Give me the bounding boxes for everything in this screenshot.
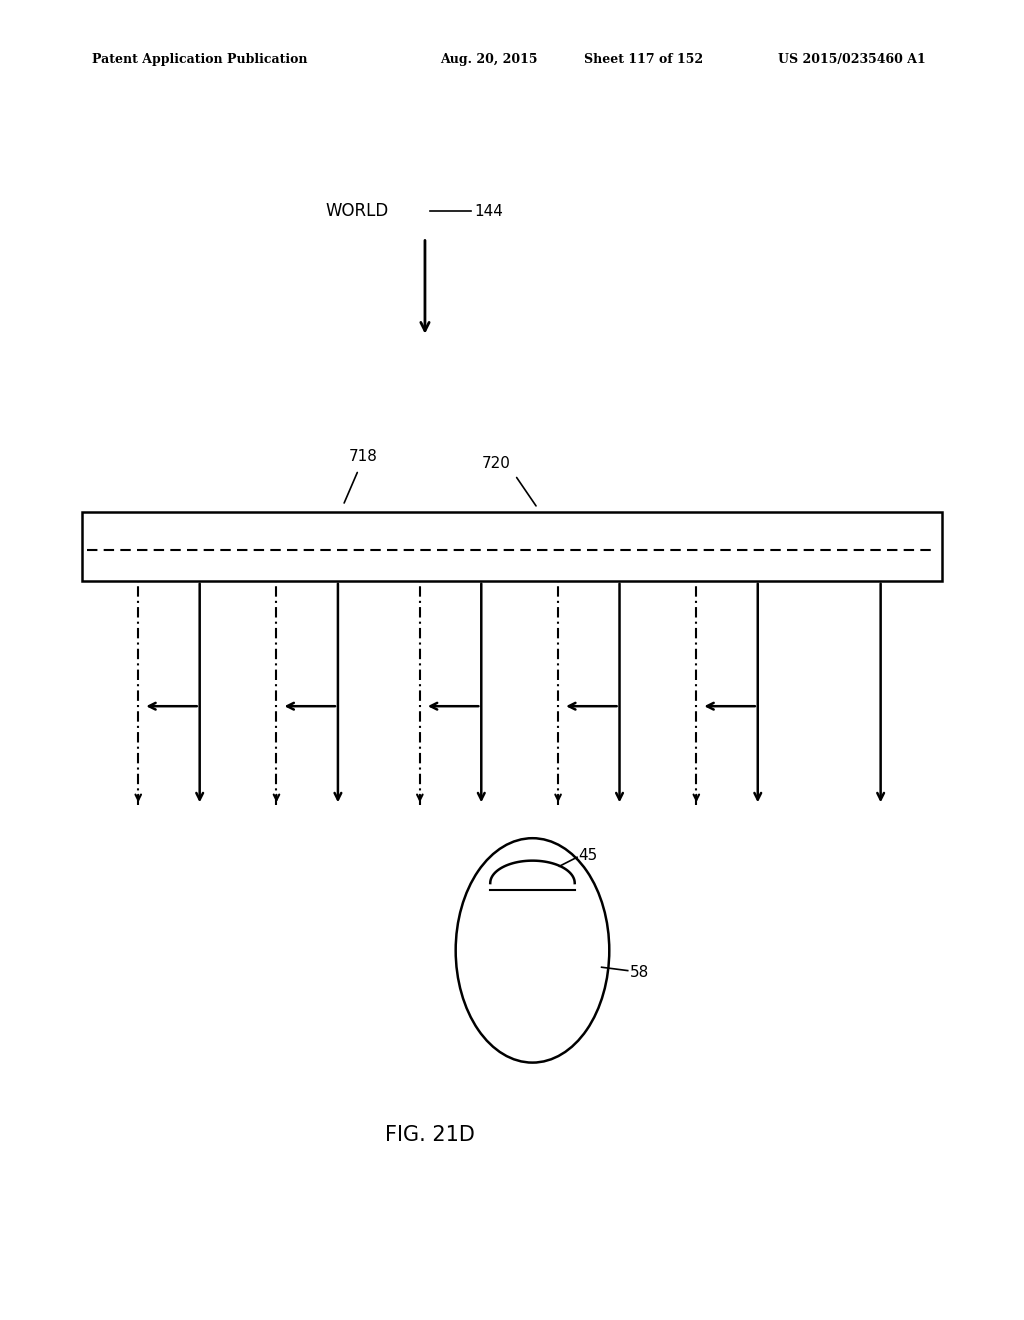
Text: 58: 58 [630,965,649,981]
Text: 718: 718 [349,449,378,465]
Text: Aug. 20, 2015: Aug. 20, 2015 [440,53,538,66]
Text: 45: 45 [579,847,598,862]
Text: Sheet 117 of 152: Sheet 117 of 152 [584,53,702,66]
Text: US 2015/0235460 A1: US 2015/0235460 A1 [778,53,926,66]
Bar [82,512,942,581]
Text: WORLD: WORLD [326,202,389,220]
Text: Patent Application Publication: Patent Application Publication [92,53,307,66]
Text: 720: 720 [481,455,510,471]
Ellipse shape [456,838,609,1063]
Text: FIG. 21D: FIG. 21D [385,1125,475,1146]
Text: 144: 144 [474,203,503,219]
